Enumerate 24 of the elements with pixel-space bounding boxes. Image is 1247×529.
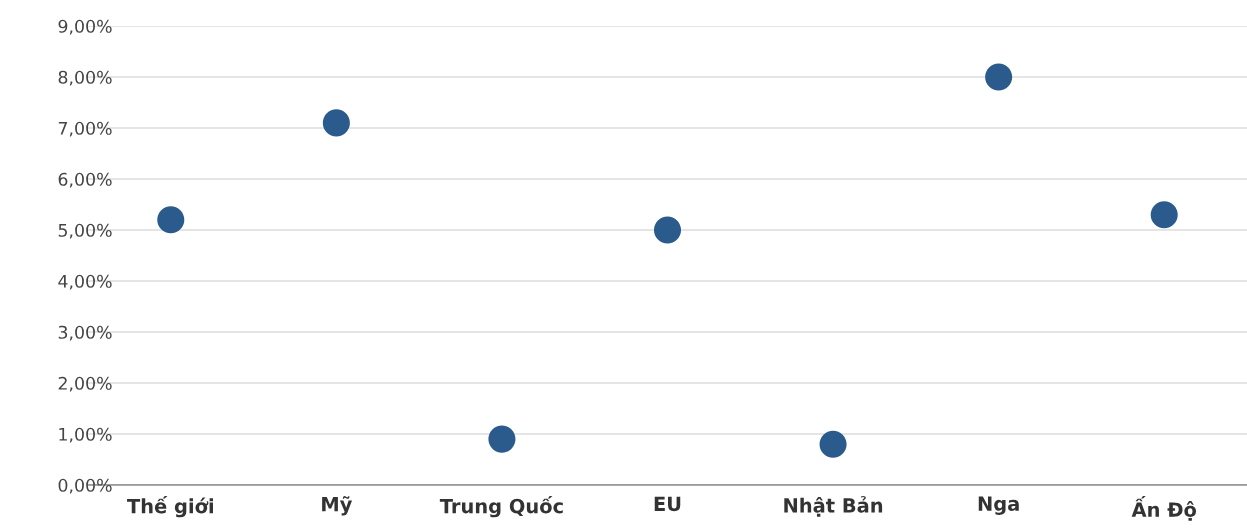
y-tick-label: 4,00%	[58, 274, 112, 290]
x-tick-label: Ấn Độ	[1131, 496, 1197, 521]
point	[488, 425, 516, 453]
y-tick-label: 2,00%	[58, 376, 112, 392]
point	[157, 206, 185, 234]
y-tick-label: 3,00%	[58, 325, 112, 341]
y-tick-label: 1,00%	[59, 427, 112, 443]
x-tick-label: Nhật Bản	[784, 496, 883, 517]
x-tick-label: Mỹ	[322, 496, 353, 516]
point	[1150, 201, 1178, 229]
point	[322, 109, 350, 137]
y-tick-label: 7,00%	[58, 121, 112, 137]
y-tick-label: 0,00%	[58, 478, 112, 494]
x-tick-label: Thế giới	[127, 496, 213, 518]
point	[653, 216, 682, 244]
point	[985, 63, 1013, 91]
y-tick-label: 8,00%	[58, 70, 112, 86]
y-tick-label: 5,00%	[58, 223, 112, 239]
point	[819, 430, 847, 458]
x-tick-label: EU	[654, 496, 681, 512]
x-tick-label: Nga	[978, 496, 1019, 515]
x-tick-label: Trung Quốc	[439, 496, 563, 518]
y-tick-label: 6,00%	[58, 172, 112, 188]
y-tick-label: 9,00%	[58, 19, 112, 35]
